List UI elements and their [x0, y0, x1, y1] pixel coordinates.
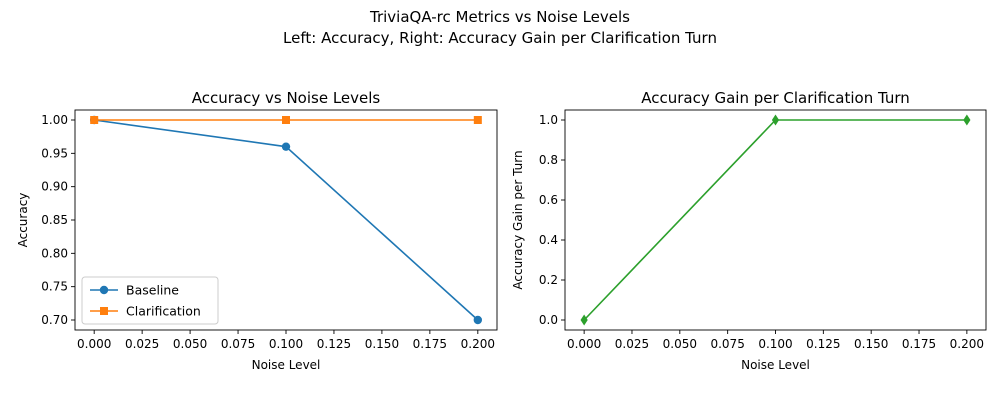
- chart1-series-baseline-point-3: [473, 315, 483, 325]
- chart1-legend-baseline-label: Baseline: [126, 283, 179, 298]
- chart1-series-clarification-point-3: [473, 116, 482, 124]
- chart2-xtick-label-3: 0.050: [663, 337, 697, 351]
- chart1-legend-clarification-marker: [100, 307, 108, 315]
- chart2-series-gain-point-1: [580, 314, 588, 326]
- chart1-ytick-label-2: 0.75: [41, 280, 68, 294]
- chart2-ytick-label-1: 0.0: [539, 313, 558, 327]
- chart1-ytick-label-7: 1.00: [41, 113, 68, 127]
- chart2-series-gain-line: [583, 119, 967, 321]
- chart2-axes-frame: [564, 109, 987, 331]
- chart1-xtick-label-3: 0.050: [173, 337, 207, 351]
- chart2-xtick-label-6: 0.125: [806, 337, 840, 351]
- chart1-legend-box: [81, 276, 219, 325]
- chart2-ytick-label-4: 0.6: [539, 193, 558, 207]
- chart2-series-gain-point-3: [963, 114, 971, 126]
- chart2-title: Accuracy Gain per Clarification Turn: [641, 89, 910, 107]
- chart1-xtick-label-2: 0.025: [125, 337, 159, 351]
- chart2-ytick-label-5: 0.8: [539, 153, 558, 167]
- chart1-series-clarification-point-1: [90, 116, 99, 124]
- chart2-xtick-label-2: 0.025: [615, 337, 649, 351]
- chart2-xtick-label-1: 0.000: [567, 337, 601, 351]
- chart1-xlabel: Noise Level: [252, 358, 321, 372]
- chart2-xtick-label-4: 0.075: [710, 337, 744, 351]
- chart1-xtick-label-6: 0.125: [317, 337, 351, 351]
- chart2-ylabel: Accuracy Gain per Turn: [511, 150, 525, 289]
- chart1-legend-clarification-label: Clarification: [126, 304, 201, 319]
- chart1-xtick-label-7: 0.150: [365, 337, 399, 351]
- chart1-xtick-label-9: 0.200: [461, 337, 495, 351]
- chart1-series-baseline-point-2: [281, 142, 291, 151]
- chart1-ytick-label-1: 0.70: [41, 313, 68, 327]
- chart2-xtick-label-7: 0.150: [854, 337, 888, 351]
- chart1-ylabel: Accuracy: [16, 193, 30, 248]
- chart2-ytick-label-3: 0.4: [539, 233, 558, 247]
- chart1-xtick-label-1: 0.000: [77, 337, 111, 351]
- figure-suptitle-line2: Left: Accuracy, Right: Accuracy Gain per…: [283, 29, 717, 47]
- chart1-series-clarification-point-2: [282, 116, 290, 124]
- chart2-series-gain-point-2: [771, 114, 780, 126]
- chart2-xtick-label-9: 0.200: [950, 337, 984, 351]
- chart1-legend-baseline-marker: [99, 285, 109, 295]
- chart2-ytick-label-2: 0.2: [539, 273, 558, 287]
- chart1-xtick-label-8: 0.175: [413, 337, 447, 351]
- chart1-title: Accuracy vs Noise Levels: [192, 89, 381, 107]
- chart1-ytick-label-4: 0.85: [41, 213, 68, 227]
- chart1-ytick-label-3: 0.80: [41, 246, 68, 260]
- chart2-ytick-label-6: 1.0: [539, 113, 558, 127]
- chart1-xtick-label-5: 0.100: [269, 337, 303, 351]
- chart2-xtick-label-8: 0.175: [902, 337, 936, 351]
- chart1-xtick-label-4: 0.075: [221, 337, 255, 351]
- chart2-xtick-label-5: 0.100: [758, 337, 792, 351]
- chart1-ytick-label-6: 0.95: [41, 146, 68, 160]
- chart2-xlabel: Noise Level: [741, 358, 810, 372]
- chart1-ytick-label-5: 0.90: [41, 180, 68, 194]
- figure-suptitle-line1: TriviaQA-rc Metrics vs Noise Levels: [369, 8, 630, 26]
